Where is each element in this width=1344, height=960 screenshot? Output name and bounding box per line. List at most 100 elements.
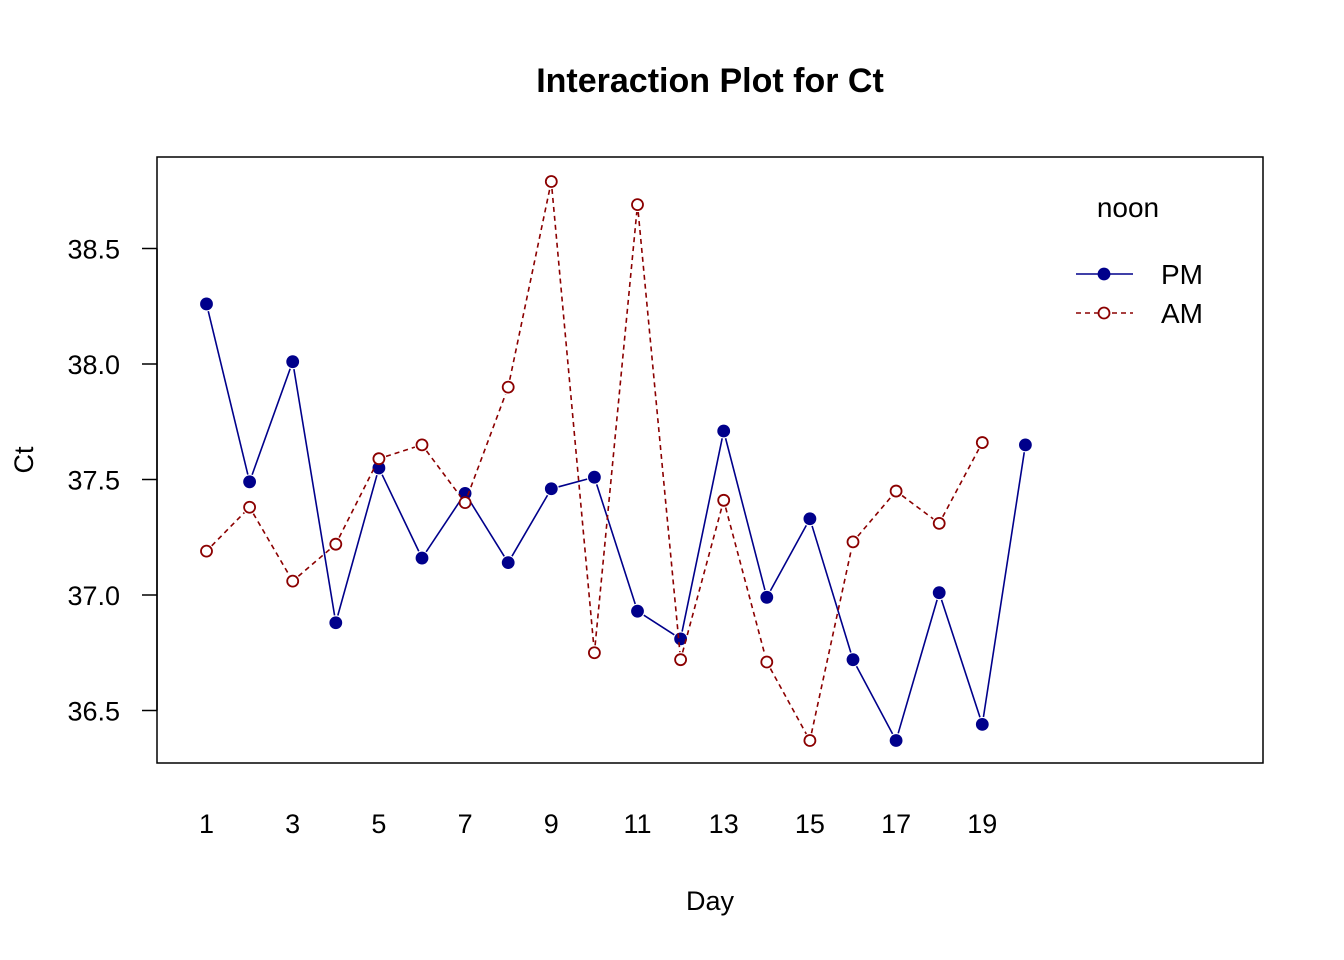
series-line-segment bbox=[724, 438, 766, 591]
data-point bbox=[458, 496, 472, 510]
series-line-segment bbox=[385, 446, 416, 458]
series-line-segment bbox=[337, 474, 378, 616]
data-point bbox=[286, 355, 300, 369]
series-line-segment bbox=[811, 525, 852, 653]
data-point bbox=[932, 586, 946, 600]
series-line-segment bbox=[940, 599, 981, 718]
x-tick-label: 9 bbox=[544, 809, 559, 839]
legend-title: noon bbox=[1097, 192, 1159, 223]
legend-swatch-marker bbox=[1097, 306, 1111, 320]
data-point bbox=[760, 655, 774, 669]
series-line-segment bbox=[558, 478, 588, 488]
data-point bbox=[286, 574, 300, 588]
series-line-segment bbox=[855, 665, 894, 735]
y-tick-label: 37.5 bbox=[67, 466, 120, 496]
series-line-segment bbox=[251, 368, 291, 476]
series-line-segment bbox=[769, 668, 807, 735]
data-point bbox=[975, 436, 989, 449]
data-point bbox=[329, 616, 343, 630]
plot-frame bbox=[156, 156, 1264, 764]
series-line-segment bbox=[681, 438, 723, 632]
series-line-segment bbox=[293, 368, 336, 616]
series-line-segment bbox=[425, 450, 462, 498]
data-point bbox=[846, 535, 860, 549]
y-tick-label: 37.0 bbox=[67, 581, 120, 611]
series-line-segment bbox=[857, 496, 892, 537]
data-point bbox=[544, 175, 558, 188]
series-line-segment bbox=[942, 448, 980, 518]
data-point bbox=[631, 198, 644, 212]
data-point bbox=[588, 646, 601, 660]
x-tick-label: 11 bbox=[623, 809, 651, 839]
series-line-segment bbox=[769, 524, 807, 592]
legend-label: AM bbox=[1161, 298, 1203, 329]
data-point bbox=[329, 537, 343, 551]
data-point bbox=[803, 512, 817, 526]
series-line-segment bbox=[508, 188, 551, 380]
data-point bbox=[588, 470, 601, 484]
data-point bbox=[932, 516, 946, 530]
x-tick-label: 5 bbox=[371, 809, 386, 839]
data-point bbox=[372, 452, 386, 466]
series-line-segment bbox=[637, 212, 681, 653]
series-line-segment bbox=[297, 548, 331, 577]
legend-swatch-marker bbox=[1097, 267, 1111, 281]
data-point bbox=[200, 544, 213, 558]
series-line-segment bbox=[468, 499, 505, 557]
series-line-segment bbox=[897, 599, 938, 734]
data-point bbox=[243, 500, 257, 514]
series-line-segment bbox=[425, 499, 462, 553]
x-tick-label: 7 bbox=[458, 809, 473, 839]
data-point bbox=[760, 590, 774, 604]
chart-title: Interaction Plot for Ct bbox=[536, 62, 884, 100]
y-axis-label: Ct bbox=[9, 446, 39, 473]
series-line-segment bbox=[681, 507, 723, 653]
data-point bbox=[501, 556, 515, 570]
x-axis-label: Day bbox=[686, 886, 735, 916]
series-line-segment bbox=[810, 549, 853, 734]
series-line-segment bbox=[211, 512, 245, 547]
series-line-segment bbox=[724, 507, 766, 655]
series-line-segment bbox=[901, 494, 934, 520]
y-axis: 36.5 37.0 37.5 38.0 38.5 bbox=[67, 235, 158, 727]
legend: noon PM AM bbox=[1076, 192, 1203, 329]
data-point bbox=[415, 438, 429, 452]
y-tick-label: 36.5 bbox=[67, 697, 120, 727]
series-line-segment bbox=[338, 465, 377, 538]
legend-label: PM bbox=[1161, 259, 1203, 290]
data-point bbox=[631, 604, 644, 618]
data-point bbox=[243, 475, 257, 489]
series-line-segment bbox=[551, 188, 595, 646]
series-line-segment bbox=[252, 513, 290, 576]
legend-item-pm: PM bbox=[1076, 259, 1203, 290]
series-line-segment bbox=[594, 211, 638, 646]
data-point bbox=[717, 424, 731, 438]
data-point bbox=[717, 493, 731, 507]
y-tick-label: 38.5 bbox=[67, 235, 120, 265]
x-tick-label: 3 bbox=[285, 809, 300, 839]
data-point bbox=[975, 717, 989, 731]
x-tick-label: 15 bbox=[795, 809, 825, 839]
data-point bbox=[674, 653, 687, 667]
data-point bbox=[200, 297, 213, 311]
x-tick-label: 13 bbox=[709, 809, 739, 839]
data-point bbox=[544, 482, 558, 496]
legend-item-am: AM bbox=[1076, 298, 1203, 329]
series-layer bbox=[200, 175, 1032, 747]
series-line-segment bbox=[982, 452, 1026, 718]
data-point bbox=[889, 734, 903, 747]
series-line-segment bbox=[643, 614, 675, 636]
series-line-segment bbox=[595, 484, 636, 605]
y-tick-label: 38.0 bbox=[67, 350, 120, 380]
x-axis: 1 3 5 7 9 11 13 15 17 19 bbox=[199, 809, 997, 839]
data-point bbox=[889, 484, 903, 498]
series-line-segment bbox=[381, 474, 420, 552]
series-line-segment bbox=[511, 494, 549, 557]
series-am bbox=[200, 175, 989, 747]
data-point bbox=[415, 551, 429, 565]
series-pm bbox=[200, 297, 1032, 747]
x-tick-label: 1 bbox=[199, 809, 214, 839]
data-point bbox=[846, 653, 860, 667]
series-line-segment bbox=[466, 393, 507, 496]
